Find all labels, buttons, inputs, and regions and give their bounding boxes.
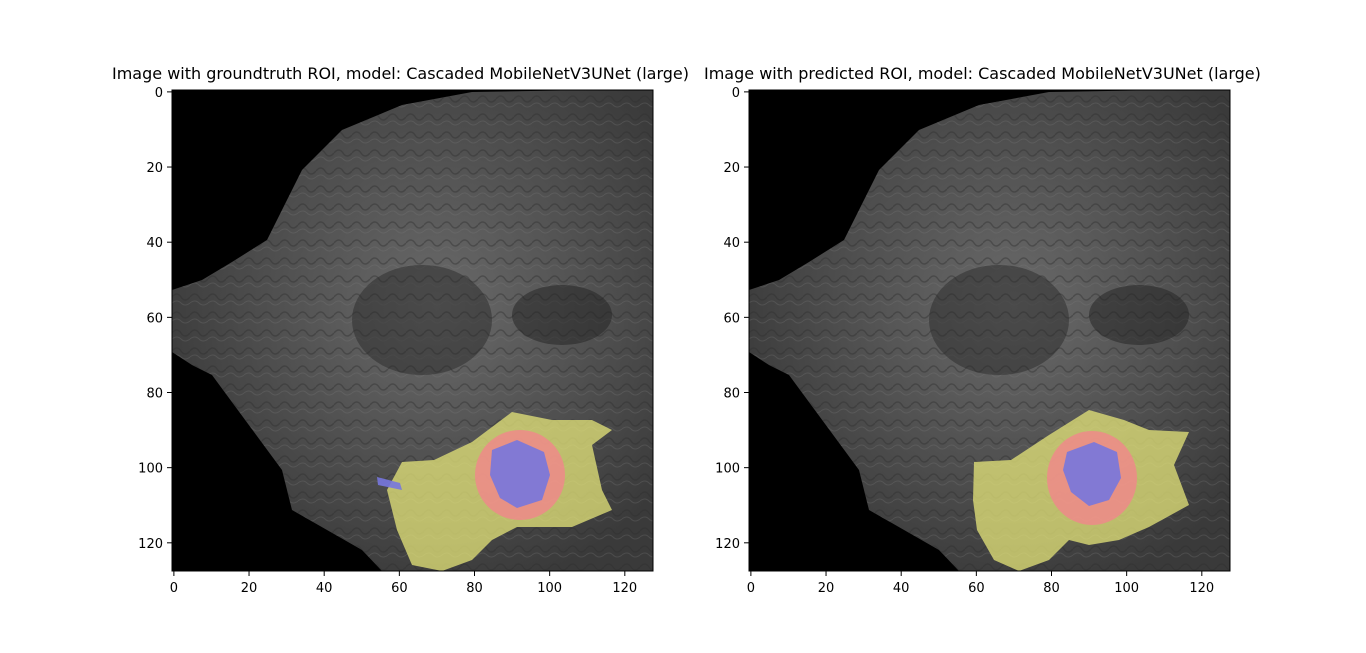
x-tick-label: 100 [537, 581, 562, 596]
y-tick-label: 120 [138, 537, 163, 552]
axes-frame [748, 89, 1231, 572]
x-tick-label: 40 [316, 581, 333, 596]
y-tick-label: 80 [723, 387, 740, 402]
x-tick-label: 20 [818, 581, 835, 596]
roi-necrotic [490, 440, 550, 508]
panel-title-groundtruth: Image with groundtruth ROI, model: Casca… [112, 64, 689, 83]
x-tick-label: 0 [747, 581, 755, 596]
y-tick-label: 0 [155, 86, 163, 101]
x-tick-label: 80 [466, 581, 483, 596]
x-tick-label: 120 [1189, 581, 1214, 596]
image-panel-predicted [749, 90, 1230, 571]
y-tick-label: 60 [723, 311, 740, 326]
x-tick-label: 120 [612, 581, 637, 596]
y-tick-label: 120 [715, 537, 740, 552]
y-tick-label: 60 [146, 311, 163, 326]
x-tick-label: 60 [391, 581, 408, 596]
y-tick-label: 80 [146, 387, 163, 402]
panel-title-predicted: Image with predicted ROI, model: Cascade… [704, 64, 1261, 83]
y-tick-label: 40 [146, 236, 163, 251]
y-tick-label: 20 [723, 161, 740, 176]
axes-frame [171, 89, 654, 572]
x-tick-label: 20 [241, 581, 258, 596]
y-tick-label: 0 [732, 86, 740, 101]
x-tick-label: 100 [1114, 581, 1139, 596]
y-tick-label: 100 [715, 462, 740, 477]
y-tick-label: 100 [138, 462, 163, 477]
x-tick-label: 0 [170, 581, 178, 596]
x-tick-label: 40 [893, 581, 910, 596]
y-tick-label: 20 [146, 161, 163, 176]
image-panel-groundtruth [172, 90, 653, 571]
y-tick-label: 40 [723, 236, 740, 251]
roi-necrotic [1063, 442, 1121, 506]
x-tick-label: 80 [1043, 581, 1060, 596]
x-tick-label: 60 [968, 581, 985, 596]
